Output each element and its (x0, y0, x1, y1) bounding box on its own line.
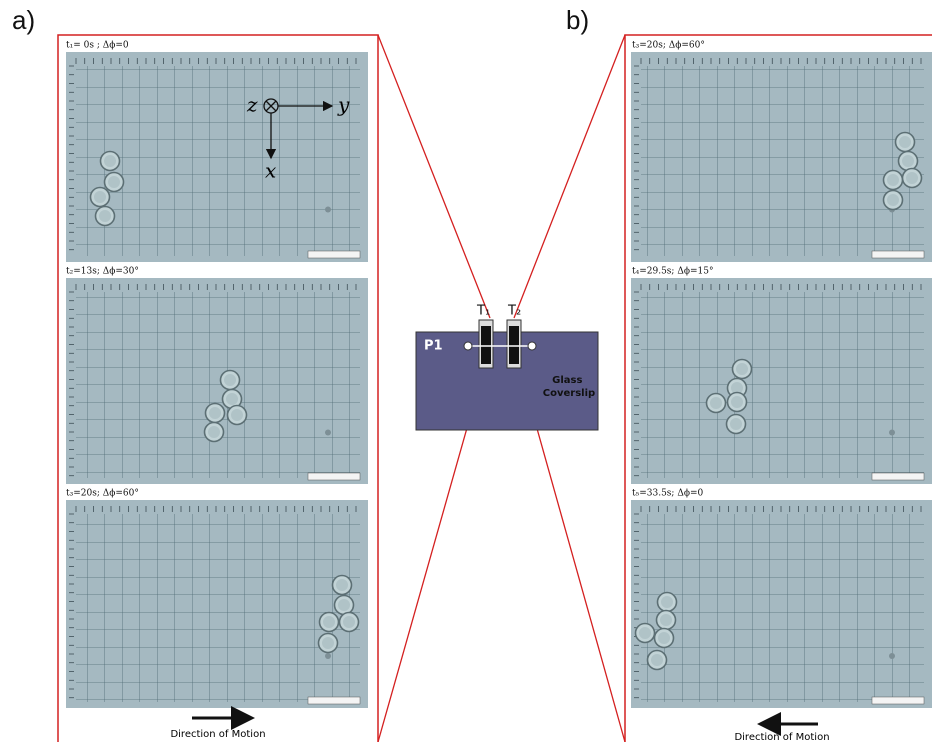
direction-label: Direction of Motion (170, 729, 265, 740)
cell-core (899, 136, 911, 148)
micrograph-grid (76, 514, 360, 702)
frame-caption: t₃=20s; Δϕ=60° (66, 489, 139, 499)
debris (325, 430, 331, 436)
cell-core (231, 409, 243, 421)
axis-label: y (337, 93, 350, 117)
cell-core (323, 616, 335, 628)
cell-core (887, 194, 899, 206)
cell-core (661, 596, 673, 608)
cell-core (730, 418, 742, 430)
cell-core (226, 393, 238, 405)
debris (325, 653, 331, 659)
micrograph-grid (641, 514, 924, 702)
micrograph-grid (641, 292, 924, 478)
micrograph (66, 278, 368, 484)
cell-core (731, 396, 743, 408)
scale-bar (872, 473, 924, 480)
scale-bar (872, 697, 924, 704)
cell-core (208, 426, 220, 438)
trap-label: T₁ (476, 304, 490, 319)
coverslip-label: Coverslip (543, 388, 595, 399)
debris (889, 430, 895, 436)
micrograph (631, 52, 932, 262)
cell-core (104, 155, 116, 167)
debris (325, 207, 331, 213)
scale-bar (308, 251, 360, 258)
figure: a) b) t₁= 0s ; Δϕ=0 t₂=13s; Δϕ=30° t₃=20… (0, 0, 932, 742)
frame-caption: t₄=29.5s; Δϕ=15° (632, 267, 713, 277)
cell-core (906, 172, 918, 184)
micrograph (66, 52, 368, 262)
cell-core (108, 176, 120, 188)
micrograph (631, 278, 932, 484)
debris (889, 653, 895, 659)
axis-label: z (246, 93, 258, 117)
cell-core (710, 397, 722, 409)
panel-label: b) (566, 5, 589, 35)
axis-label: x (265, 159, 276, 183)
trap-label: T₂ (507, 304, 521, 319)
cell-core (209, 407, 221, 419)
micrograph-grid (641, 66, 924, 256)
scale-bar (872, 251, 924, 258)
page: {"left_panel": {"label": "a)", "frames":… (0, 0, 932, 742)
cell-core (902, 155, 914, 167)
direction-label: Direction of Motion (734, 732, 829, 742)
cell-core (639, 627, 651, 639)
cell-core (338, 599, 350, 611)
cell-core (736, 363, 748, 375)
cell-core (224, 374, 236, 386)
cell-core (322, 637, 334, 649)
cell-core (887, 174, 899, 186)
cell-core (94, 191, 106, 203)
coverslip-label: Glass (552, 375, 582, 386)
cell-core (336, 579, 348, 591)
cell-core (651, 654, 663, 666)
scale-bar (308, 697, 360, 704)
cell-core (343, 616, 355, 628)
micrograph (631, 500, 932, 708)
frame-caption: t₃=20s; Δϕ=60° (632, 41, 705, 51)
frame-caption: t₂=13s; Δϕ=30° (66, 267, 139, 277)
cell-core (660, 614, 672, 626)
cell-core (658, 632, 670, 644)
scale-bar (308, 473, 360, 480)
panel-label: a) (12, 5, 35, 35)
cell-core (99, 210, 111, 222)
plate-label: P1 (424, 339, 443, 354)
micrograph-grid (76, 292, 360, 478)
frame-caption: t₁= 0s ; Δϕ=0 (66, 41, 129, 51)
frame-caption: t₅=33.5s; Δϕ=0 (632, 489, 703, 499)
micrograph (66, 500, 368, 708)
